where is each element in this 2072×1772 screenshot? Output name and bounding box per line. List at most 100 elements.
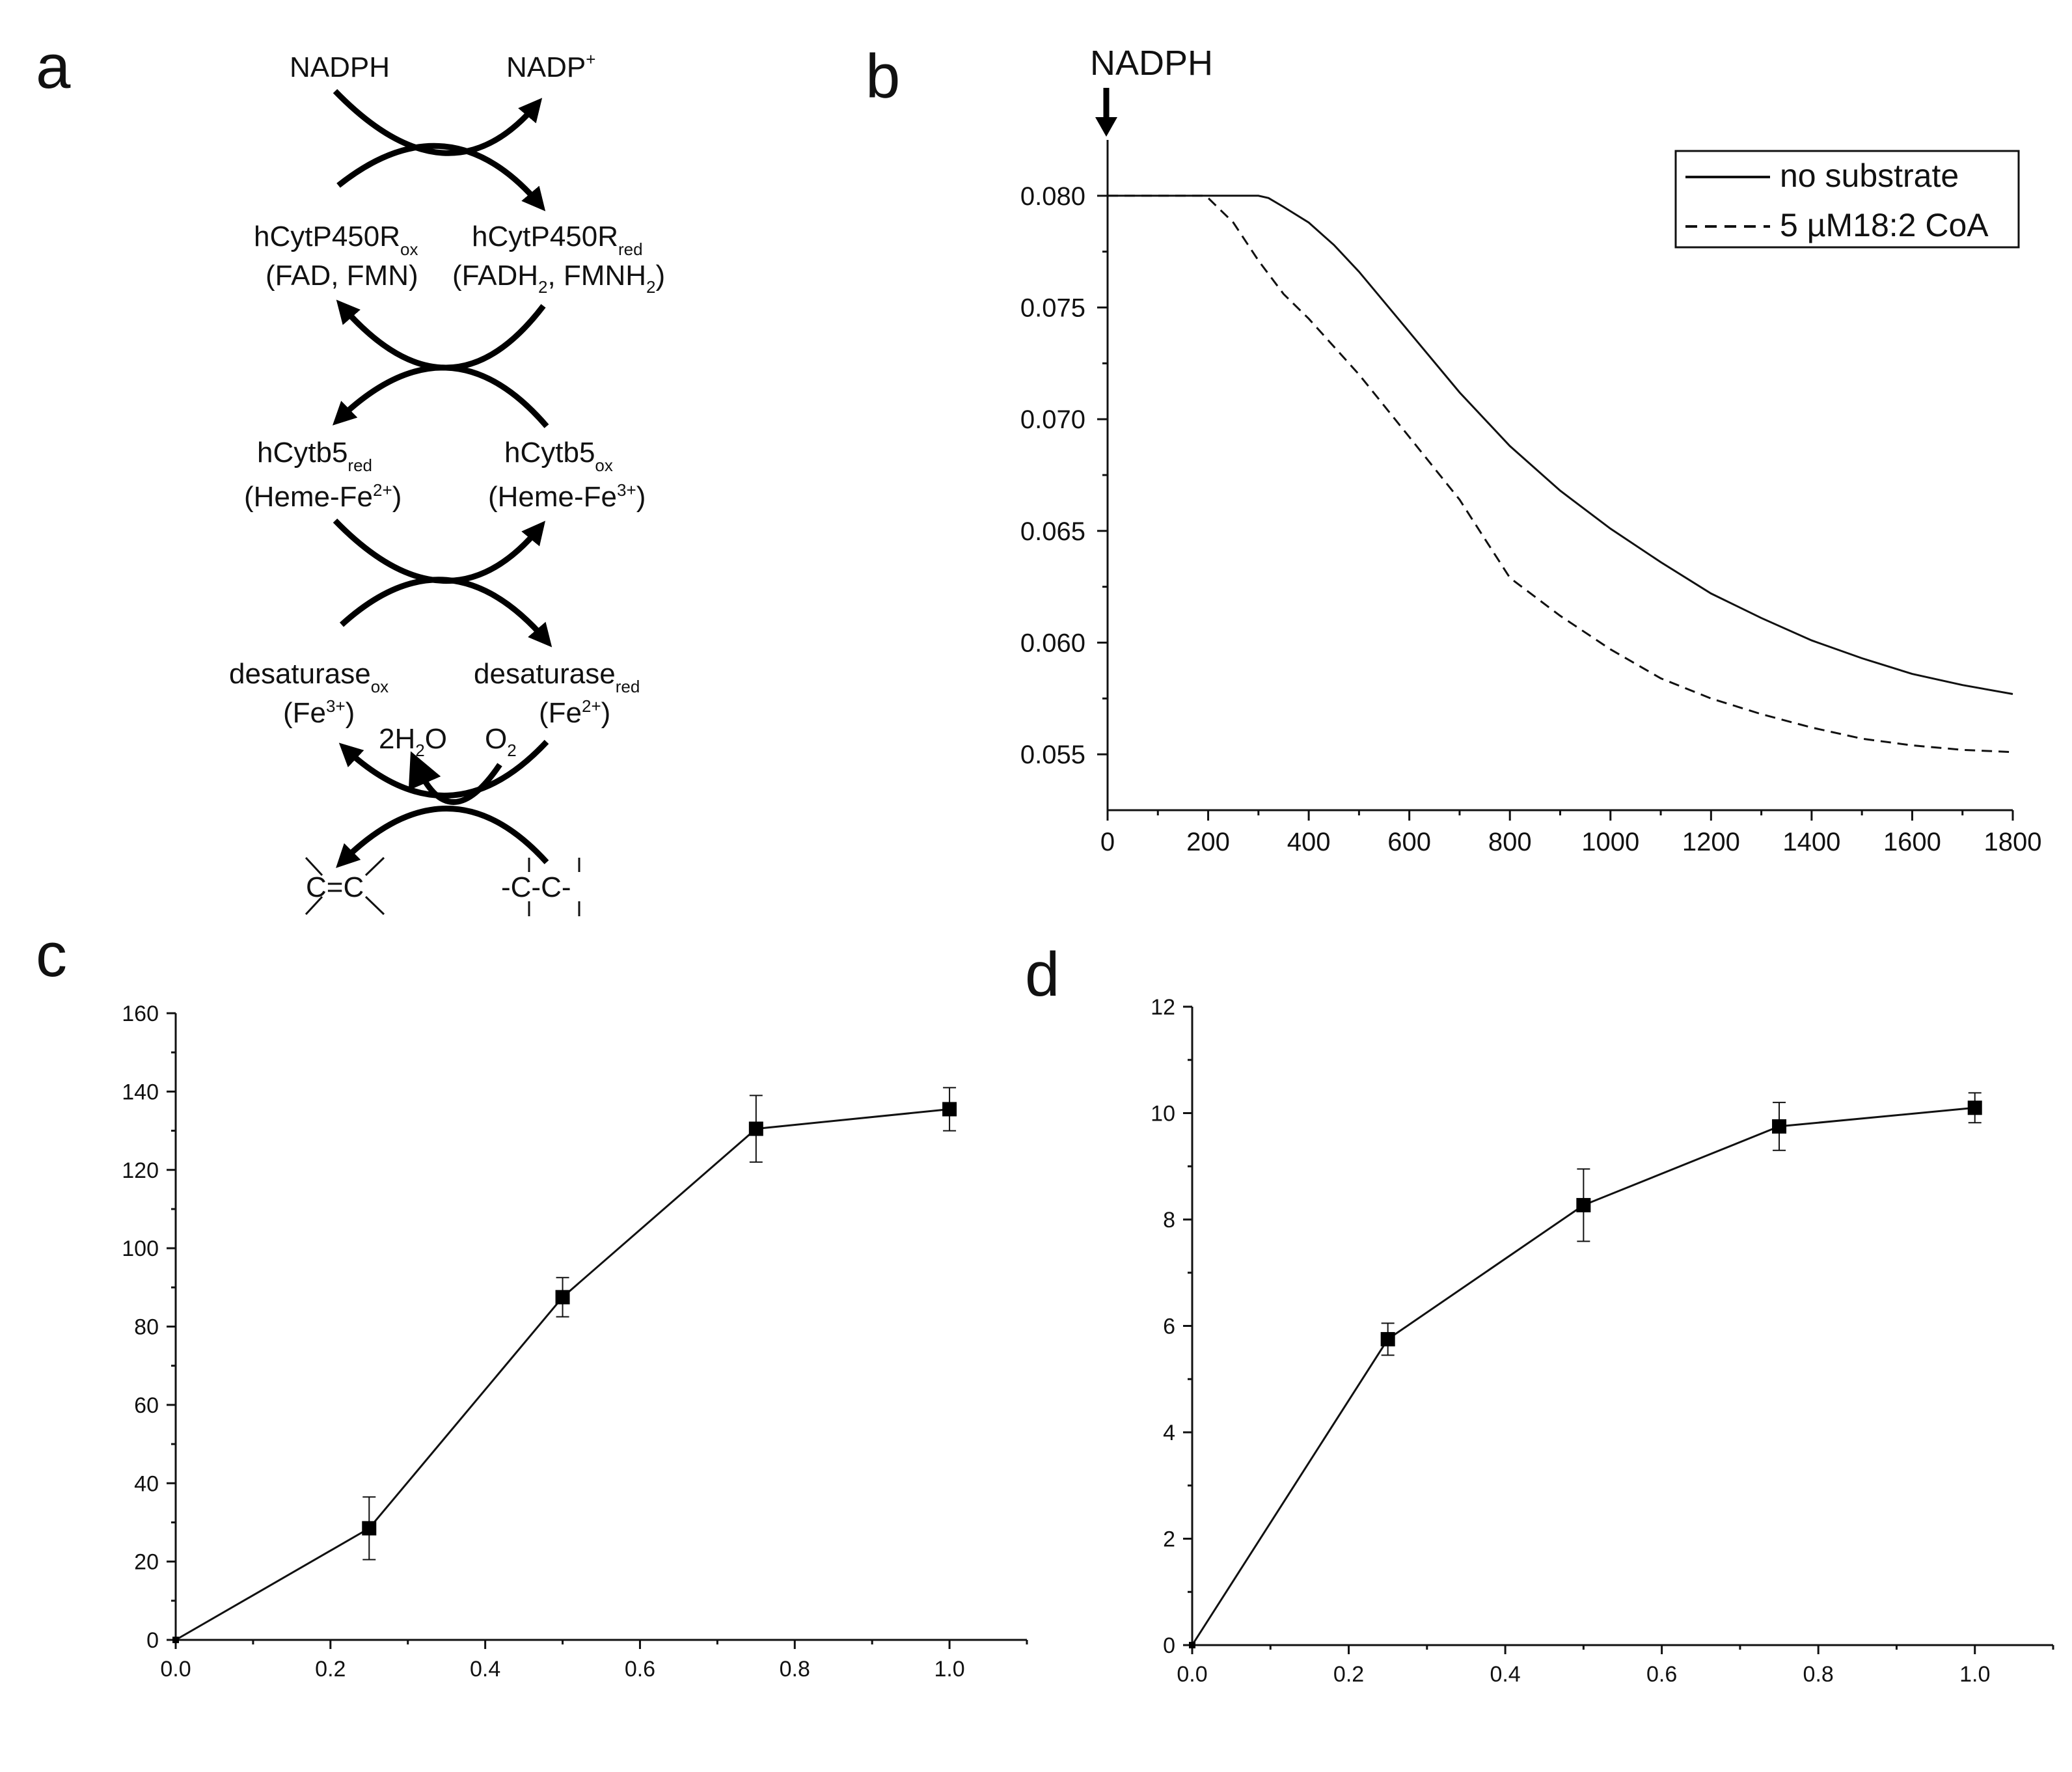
- y-tick-label: 0.075: [1020, 294, 1085, 323]
- arrow-desaturase-reoxidation: [338, 739, 549, 798]
- svg-text:C=C: C=C: [306, 871, 364, 903]
- chart-omega6-activity: 0.0 0.2 0.4 0.6 0.8 1.0 0 2 4 6 8 10 12: [1151, 995, 2054, 1687]
- y-tick-label: 120: [122, 1158, 159, 1183]
- y-tick-label: 0: [1163, 1633, 1175, 1658]
- x-tick-label: 800: [1488, 828, 1532, 856]
- label-cytb5-red: hCytb5red: [257, 437, 372, 475]
- x-tick-label: 600: [1387, 828, 1431, 856]
- x-tick-label: 1.0: [934, 1657, 964, 1682]
- legend-box: [1674, 150, 2020, 249]
- label-cytb5-ox-heme: (Heme-Fe3+): [488, 480, 646, 513]
- arrow-nadph-oxidation: [333, 89, 543, 156]
- label-reductase-ox: hCytP450Rox: [254, 221, 418, 259]
- label-reductase-ox-cofactors: (FAD, FMN): [266, 260, 418, 292]
- label-desaturase-red: desaturasered: [474, 658, 640, 696]
- data-point: [172, 1637, 179, 1643]
- nadph-addition-arrowhead: [1095, 117, 1117, 137]
- panel-letter-c: c: [36, 920, 67, 990]
- label-desaturase-red-iron: (Fe2+): [539, 696, 610, 729]
- series-line-1: [1108, 195, 2013, 754]
- electron-transfer-diagram: NADPH NADP+ hCytP450Rox (FAD, FMN) hCytP…: [229, 49, 665, 916]
- data-point: [1189, 1642, 1195, 1648]
- x-tick-label: 1.0: [1959, 1662, 1990, 1687]
- y-tick-label: 0.065: [1020, 517, 1085, 546]
- y-tick-label: 6: [1163, 1315, 1175, 1339]
- x-tick-label: 0.4: [1490, 1662, 1520, 1687]
- label-cytb5-red-heme: (Heme-Fe2+): [244, 480, 402, 513]
- x-tick-label: 0.8: [780, 1657, 810, 1682]
- y-tick-label: 8: [1163, 1208, 1175, 1233]
- arrow-desaturase-reduction: [339, 577, 552, 647]
- data-point: [1576, 1197, 1591, 1212]
- x-tick-label: 0: [1100, 828, 1115, 856]
- panel-letter-d: d: [1025, 940, 1059, 1009]
- y-tick-label: 0: [146, 1628, 159, 1653]
- label-water: 2H2O: [379, 723, 447, 760]
- substrate-single-bond-structure: -C-C-: [501, 858, 580, 916]
- arrow-oxygen-to-water: [408, 751, 502, 805]
- x-tick-label: 1200: [1682, 828, 1740, 856]
- panel-letter-b: b: [866, 42, 900, 111]
- legend: no substrate 5 µM18:2 CoA: [1674, 150, 2020, 249]
- x-tick-label: 0.8: [1803, 1662, 1834, 1687]
- data-point: [748, 1121, 763, 1136]
- y-tick-label: 4: [1163, 1421, 1175, 1445]
- label-reductase-red: hCytP450Rred: [472, 221, 643, 259]
- x-tick-label: 1800: [1984, 828, 2042, 856]
- data-point: [1772, 1119, 1787, 1134]
- x-tick-label: 1600: [1883, 828, 1941, 856]
- y-tick-label: 0.060: [1020, 629, 1085, 658]
- y-tick-label: 12: [1151, 995, 1175, 1020]
- series-line-0: [175, 1108, 950, 1641]
- x-tick-label: 200: [1186, 828, 1230, 856]
- data-point: [1380, 1331, 1395, 1346]
- arrow-cytb5-oxidation: [333, 518, 546, 584]
- x-tick-label: 400: [1287, 828, 1331, 856]
- label-desaturase-ox: desaturaseox: [229, 658, 388, 696]
- y-tick-label: 2: [1163, 1527, 1175, 1552]
- y-tick-label: 0.055: [1020, 741, 1085, 769]
- nadph-addition-annotation: NADPH: [1090, 44, 1213, 83]
- y-tick-label: 60: [134, 1393, 159, 1418]
- legend-label-no-substrate: no substrate: [1780, 157, 1959, 194]
- arrow-cytb5-reduction: [332, 364, 549, 428]
- label-reductase-red-cofactors: (FADH2, FMNH2): [452, 260, 665, 297]
- product-double-bond-structure: C=C: [305, 856, 385, 916]
- y-tick-label: 100: [122, 1236, 159, 1261]
- label-cytb5-ox: hCytb5ox: [504, 437, 613, 475]
- chart-omega3-activity: 0.0 0.2 0.4 0.6 0.8 1.0 0 20 40 60 80 100 120 140 160: [122, 1002, 1028, 1682]
- y-tick-label: 140: [122, 1080, 159, 1104]
- arrow-reductase-reoxidation: [336, 299, 546, 371]
- label-nadph: NADPH: [290, 51, 390, 83]
- x-tick-label: 0.2: [1333, 1662, 1364, 1687]
- x-tick-label: 0.0: [1177, 1662, 1207, 1687]
- x-tick-label: 0.4: [470, 1657, 500, 1682]
- label-nadp: NADP+: [506, 49, 595, 83]
- data-point: [362, 1521, 377, 1536]
- legend-label-substrate: 5 µM18:2 CoA: [1780, 207, 1989, 243]
- y-tick-label: 160: [122, 1002, 159, 1026]
- data-point: [942, 1102, 957, 1117]
- x-tick-label: 0.2: [315, 1657, 346, 1682]
- y-tick-label: 0.080: [1020, 182, 1085, 211]
- y-tick-label: 10: [1151, 1102, 1175, 1126]
- x-tick-label: 1000: [1581, 828, 1639, 856]
- panel-letter-a: a: [36, 32, 71, 102]
- y-tick-label: 20: [134, 1550, 159, 1575]
- chart-absorbance-kinetics: NADPH no substrate 5 µM18:2 CoA 0 200 400 6…: [1020, 44, 2042, 856]
- series-line-0: [1108, 195, 2013, 695]
- svg-text:-C-C-: -C-C-: [501, 871, 571, 903]
- x-tick-label: 0.6: [1646, 1662, 1677, 1687]
- data-point: [1967, 1100, 1982, 1115]
- x-tick-label: 0.0: [160, 1657, 191, 1682]
- data-point: [555, 1290, 570, 1305]
- y-tick-label: 40: [134, 1471, 159, 1496]
- y-tick-label: 80: [134, 1315, 159, 1340]
- x-tick-label: 0.6: [625, 1657, 655, 1682]
- x-tick-label: 1400: [1782, 828, 1840, 856]
- arrow-reductase-reduction: [336, 143, 546, 211]
- arrow-substrate-desaturation: [336, 806, 549, 868]
- label-desaturase-ox-iron: (Fe3+): [283, 696, 355, 729]
- y-tick-label: 0.070: [1020, 405, 1085, 434]
